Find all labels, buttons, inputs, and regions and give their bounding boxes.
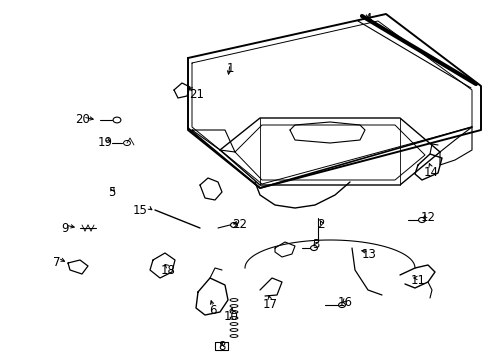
- Text: 20: 20: [76, 113, 90, 126]
- Text: 6: 6: [209, 303, 216, 316]
- Text: 4: 4: [364, 12, 371, 24]
- Text: 14: 14: [423, 166, 438, 179]
- Text: 11: 11: [409, 274, 425, 287]
- Text: 21: 21: [189, 89, 204, 102]
- Text: 17: 17: [262, 297, 277, 310]
- Text: 2: 2: [317, 219, 324, 231]
- Text: 12: 12: [420, 211, 435, 225]
- Text: 13: 13: [361, 248, 376, 261]
- Text: 18: 18: [160, 264, 175, 276]
- Text: 5: 5: [108, 185, 116, 198]
- Text: 16: 16: [337, 297, 352, 310]
- Text: 7: 7: [53, 256, 61, 269]
- Text: 1: 1: [226, 62, 233, 75]
- Text: 22: 22: [232, 219, 247, 231]
- Text: 9: 9: [61, 221, 69, 234]
- Text: 8: 8: [218, 341, 225, 354]
- Text: 10: 10: [223, 310, 238, 323]
- Text: 15: 15: [132, 203, 147, 216]
- Text: 19: 19: [97, 136, 112, 149]
- Text: 3: 3: [312, 239, 319, 252]
